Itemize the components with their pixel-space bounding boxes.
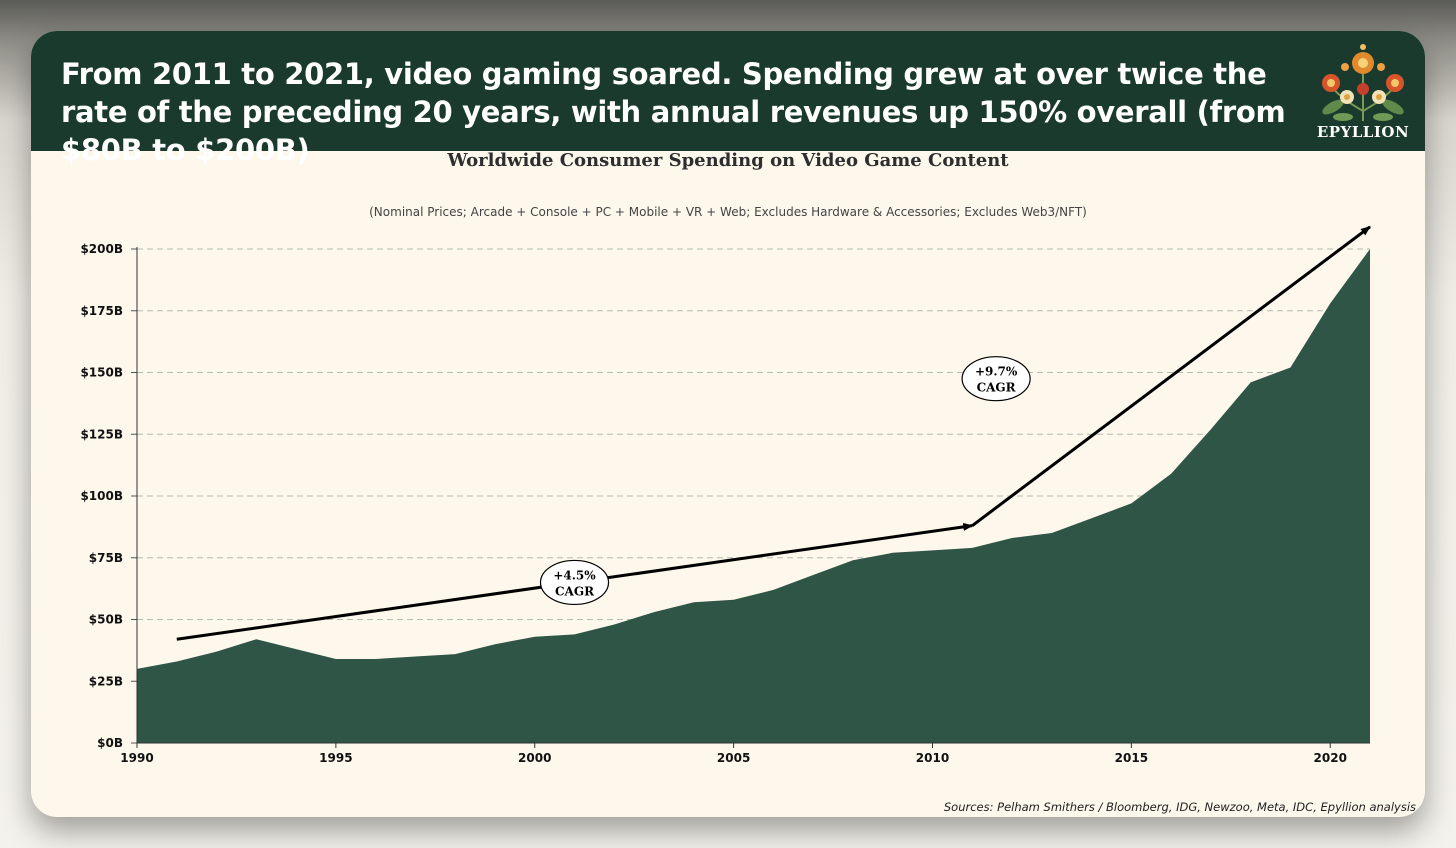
sources-note: Sources: Pelham Smithers / Bloomberg, ID…	[943, 800, 1416, 814]
y-tick-label: $125B	[80, 427, 123, 441]
y-tick-label: $25B	[89, 674, 123, 688]
data-point-2018	[1249, 381, 1252, 384]
x-tick-label: 2000	[518, 751, 551, 765]
data-point-1995	[334, 658, 337, 661]
cagr-label: CAGR	[977, 381, 1017, 395]
data-point-2001	[573, 633, 576, 636]
x-tick-label: 1990	[120, 751, 153, 765]
data-point-2010	[931, 549, 934, 552]
cagr-bubble	[961, 356, 1031, 402]
data-point-2017	[1209, 428, 1212, 431]
data-point-1991	[175, 660, 178, 663]
data-point-2019	[1289, 366, 1292, 369]
data-point-2015	[1130, 502, 1133, 505]
floral-logo-icon	[1322, 44, 1404, 122]
data-point-1998	[454, 653, 457, 656]
x-tick-label: 2020	[1314, 751, 1347, 765]
cagr-bubble	[539, 559, 610, 606]
data-point-1996	[374, 658, 377, 661]
data-point-2012	[1011, 536, 1014, 539]
data-point-2007	[812, 574, 815, 577]
cagr-value: +4.5%	[553, 568, 596, 582]
headline: From 2011 to 2021, video gaming soared. …	[61, 57, 1286, 167]
spending-area	[137, 249, 1370, 743]
x-tick-label: 2010	[916, 751, 949, 765]
chart-title: Worldwide Consumer Spending on Video Gam…	[447, 150, 1009, 171]
data-point-2006	[772, 588, 775, 591]
data-point-1993	[255, 638, 258, 641]
data-point-2003	[653, 611, 656, 614]
data-point-1997	[414, 655, 417, 658]
data-point-1992	[215, 650, 218, 653]
y-tick-label: $50B	[89, 613, 123, 627]
x-tick-label: 1995	[319, 751, 352, 765]
data-point-2013	[1050, 532, 1053, 535]
data-point-2009	[891, 551, 894, 554]
data-point-2011	[971, 546, 974, 549]
trend-arrow-2	[971, 225, 1371, 527]
data-point-2016	[1170, 472, 1173, 475]
chart-subtitle: (Nominal Prices; Arcade + Console + PC +…	[369, 205, 1087, 219]
data-point-2000	[533, 635, 536, 638]
data-point-2021	[1369, 248, 1372, 251]
data-point-2008	[851, 559, 854, 562]
epyllion-logo: EPYLLION	[1309, 41, 1417, 145]
x-tick-label: 2015	[1115, 751, 1148, 765]
logo-text: EPYLLION	[1316, 123, 1410, 141]
y-tick-label: $100B	[80, 489, 123, 503]
cagr-label: CAGR	[555, 584, 595, 598]
y-tick-label: $0B	[97, 736, 123, 750]
data-point-1999	[493, 643, 496, 646]
y-tick-label: $175B	[80, 304, 123, 318]
x-tick-label: 2005	[717, 751, 750, 765]
header-banner: From 2011 to 2021, video gaming soared. …	[31, 31, 1425, 167]
y-tick-label: $200B	[80, 242, 123, 256]
y-tick-label: $150B	[80, 366, 123, 380]
data-point-2005	[732, 598, 735, 601]
data-point-2014	[1090, 517, 1093, 520]
y-tick-label: $75B	[89, 551, 123, 565]
data-point-2002	[613, 623, 616, 626]
cagr-value: +9.7%	[975, 365, 1018, 379]
data-point-2020	[1329, 302, 1332, 305]
data-point-2004	[692, 601, 695, 604]
data-point-1994	[295, 648, 298, 651]
